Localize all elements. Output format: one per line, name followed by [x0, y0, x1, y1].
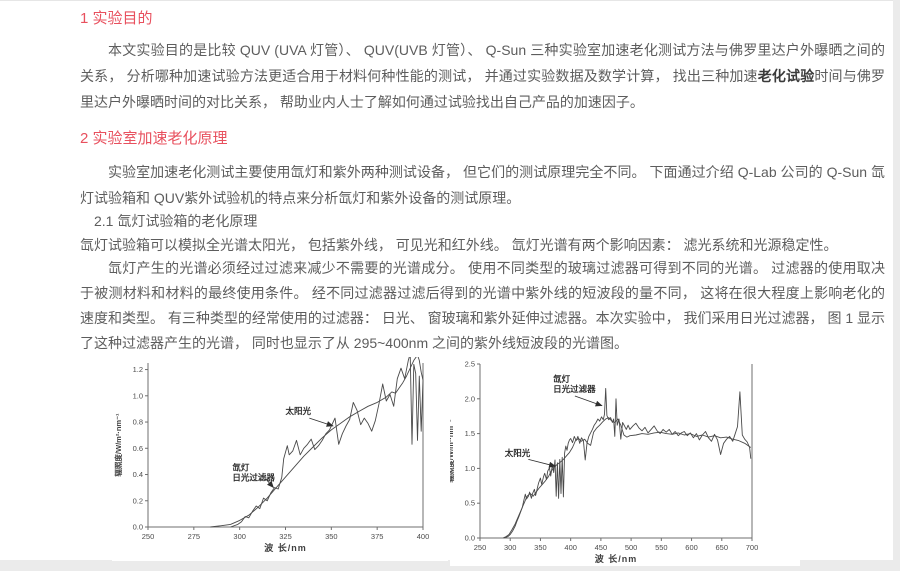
svg-text:辐照度/W/m²·nm⁻¹: 辐照度/W/m²·nm⁻¹	[113, 413, 123, 477]
svg-text:450: 450	[595, 543, 608, 552]
svg-text:300: 300	[233, 532, 246, 541]
section-heading-1: 1 实验目的	[80, 10, 153, 27]
svg-text:0.6: 0.6	[133, 444, 143, 453]
svg-text:辐照度/W/m²·nm⁻¹: 辐照度/W/m²·nm⁻¹	[450, 419, 455, 483]
svg-text:日光过滤器: 日光过滤器	[553, 384, 596, 394]
svg-text:0.0: 0.0	[133, 523, 143, 532]
svg-text:350: 350	[534, 543, 547, 552]
svg-text:1.2: 1.2	[133, 365, 143, 374]
svg-text:波 长/nm: 波 长/nm	[264, 542, 307, 553]
svg-text:275: 275	[188, 532, 201, 541]
svg-text:375: 375	[371, 532, 384, 541]
paragraph-xenon-overview: 氙灯试验箱可以模拟全光谱太阳光， 包括紫外线， 可见光和红外线。 氙灯光谱有两个…	[80, 237, 838, 253]
paragraph-filters: 氙灯产生的光谱必须经过过滤来减少不需要的光谱成分。 使用不同类型的玻璃过滤器可得…	[80, 260, 886, 351]
svg-text:1.5: 1.5	[465, 429, 475, 438]
svg-text:1.0: 1.0	[133, 391, 143, 400]
uv-spectrum-chart: 250 275 300 325 350 375 400 0.0 0.2 0.4 0.6 0.8 1.0 1…	[113, 353, 430, 553]
paragraph-purpose: 本文实验目的是比较 QUV (UVA 灯管）、 QUV(UVB 灯管）、 Q-S…	[80, 37, 885, 115]
svg-text:250: 250	[142, 532, 155, 541]
svg-text:400: 400	[564, 543, 577, 552]
svg-text:0.5: 0.5	[465, 499, 475, 508]
svg-text:250: 250	[474, 543, 487, 552]
svg-text:0.4: 0.4	[133, 470, 143, 479]
svg-text:300: 300	[504, 543, 517, 552]
svg-text:日光过滤器: 日光过滤器	[232, 473, 275, 483]
paragraph-purpose-text-b: 时间与佛罗里达户外曝晒时间的对比关系， 帮助业内人士了解如何通过试验找出自己产品…	[80, 68, 886, 110]
figure-uv-shortwave-spectrum: 250 275 300 325 350 375 400 0.0 0.2 0.4 0.6 0.8 1.0 1…	[112, 353, 448, 561]
svg-text:氙灯: 氙灯	[232, 463, 250, 473]
svg-text:350: 350	[325, 532, 338, 541]
svg-text:650: 650	[716, 543, 729, 552]
figure-full-spectrum: 250 300 350 400 450 500 550 600 650 700 0.0 0.5 1.0 1…	[445, 359, 800, 566]
svg-text:600: 600	[685, 543, 698, 552]
svg-text:400: 400	[417, 532, 430, 541]
svg-text:325: 325	[279, 532, 292, 541]
svg-text:波 长/nm: 波 长/nm	[595, 553, 638, 564]
paragraph-purpose-text-a: 本文实验目的是比较 QUV (UVA 灯管）、 QUV(UVB 灯管）、 Q-S…	[80, 42, 885, 84]
paragraph-purpose-bold-term: 老化试验	[757, 68, 815, 84]
svg-text:550: 550	[655, 543, 668, 552]
svg-text:0.8: 0.8	[133, 418, 143, 427]
section-heading-2: 2 实验室加速老化原理	[80, 130, 228, 147]
svg-text:700: 700	[746, 543, 759, 552]
svg-text:0.0: 0.0	[465, 534, 475, 543]
svg-text:氙灯: 氙灯	[553, 374, 571, 384]
svg-text:0.2: 0.2	[133, 496, 143, 505]
svg-text:2.5: 2.5	[465, 360, 475, 369]
full-spectrum-chart: 250 300 350 400 450 500 550 600 650 700 0.0 0.5 1.0 1…	[445, 360, 759, 565]
svg-text:1.0: 1.0	[465, 464, 475, 473]
svg-text:太阳光: 太阳光	[285, 406, 312, 416]
subsection-heading-2-1: 2.1 氙灯试验箱的老化原理	[94, 213, 258, 229]
svg-text:2.0: 2.0	[465, 394, 475, 403]
paragraph-principle-intro: 实验室加速老化测试主要使用氙灯和紫外两种测试设备， 但它们的测试原理完全不同。 …	[80, 164, 885, 206]
svg-text:500: 500	[625, 543, 638, 552]
svg-text:太阳光: 太阳光	[504, 448, 531, 458]
